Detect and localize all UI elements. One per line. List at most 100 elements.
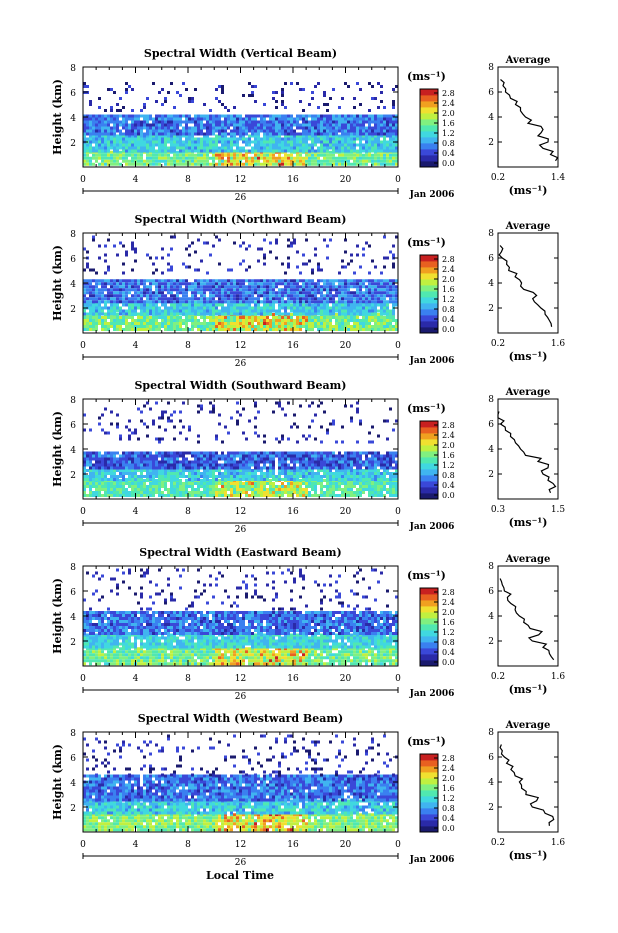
- heatmap-cell: [362, 130, 365, 133]
- heatmap-cell: [278, 147, 281, 150]
- heatmap-cell: [146, 485, 149, 488]
- heatmap-cell: [92, 121, 95, 124]
- heatmap-cell: [272, 154, 275, 157]
- heatmap-cell: [224, 472, 227, 475]
- heatmap-cell: [326, 282, 329, 285]
- heatmap-cell: [134, 322, 137, 325]
- heatmap-cell: [254, 307, 257, 310]
- heatmap-cell: [386, 150, 389, 153]
- heatmap-cell: [272, 297, 275, 300]
- heatmap-cell: [116, 138, 119, 141]
- heatmap-cell: [254, 130, 257, 133]
- heatmap-cell: [314, 485, 317, 488]
- heatmap-cell: [143, 491, 146, 494]
- heatmap-cell: [269, 319, 272, 322]
- heatmap-cell: [86, 160, 89, 163]
- heatmap-cell: [113, 130, 116, 133]
- heatmap-cell: [329, 300, 332, 303]
- heatmap-cell: [92, 482, 95, 485]
- heatmap-cell: [179, 133, 182, 136]
- heatmap-cell: [188, 157, 191, 160]
- heatmap-cell: [293, 319, 296, 322]
- heatmap-cell: [299, 272, 302, 275]
- heatmap-cell: [326, 144, 329, 147]
- heatmap-cell: [170, 485, 173, 488]
- heatmap-cell: [338, 294, 341, 297]
- heatmap-cell: [365, 144, 368, 147]
- heatmap-cell: [314, 322, 317, 325]
- heatmap-cell: [125, 121, 128, 124]
- heatmap-cell: [95, 144, 98, 147]
- heatmap-cell: [206, 488, 209, 491]
- heatmap-cell: [197, 491, 200, 494]
- heatmap-cell: [233, 322, 236, 325]
- heatmap-cell: [377, 130, 380, 133]
- heatmap-cell: [284, 488, 287, 491]
- heatmap-cell: [122, 141, 125, 144]
- heatmap-cell: [98, 291, 101, 294]
- heatmap-cell: [164, 288, 167, 291]
- heatmap-cell: [236, 482, 239, 485]
- heatmap-cell: [356, 297, 359, 300]
- heatmap-cell: [299, 138, 302, 141]
- heatmap-cell: [170, 475, 173, 478]
- heatmap-cell: [275, 322, 278, 325]
- heatmap-cell: [92, 300, 95, 303]
- heatmap-cell: [86, 297, 89, 300]
- heatmap-cell: [299, 88, 302, 91]
- heatmap-cell: [179, 121, 182, 124]
- heatmap-cell: [371, 482, 374, 485]
- heatmap-cell: [293, 291, 296, 294]
- heatmap-cell: [260, 294, 263, 297]
- heatmap-cell: [191, 325, 194, 328]
- heatmap-cell: [332, 482, 335, 485]
- heatmap-cell: [353, 316, 356, 319]
- heatmap-cell: [329, 488, 332, 491]
- heatmap-cell: [287, 154, 290, 157]
- heatmap-cell: [167, 150, 170, 153]
- heatmap-cell: [347, 485, 350, 488]
- heatmap-cell: [380, 127, 383, 130]
- heatmap-cell: [122, 118, 125, 121]
- heatmap-cell: [371, 130, 374, 133]
- heatmap-cell: [224, 130, 227, 133]
- heatmap-cell: [302, 118, 305, 121]
- heatmap-cell: [305, 482, 308, 485]
- heatmap-cell: [314, 138, 317, 141]
- heatmap-cell: [296, 121, 299, 124]
- heatmap-cell: [92, 279, 95, 282]
- heatmap-cell: [143, 328, 146, 331]
- heatmap-cell: [245, 491, 248, 494]
- heatmap-cell: [152, 472, 155, 475]
- heatmap-cell: [146, 133, 149, 136]
- heatmap-cell: [179, 494, 182, 497]
- heatmap-cell: [251, 488, 254, 491]
- heatmap-cell: [263, 285, 266, 288]
- heatmap-cell: [137, 488, 140, 491]
- heatmap-cell: [254, 319, 257, 322]
- heatmap-cell: [263, 328, 266, 331]
- heatmap-cell: [191, 154, 194, 157]
- heatmap-cell: [107, 157, 110, 160]
- heatmap-cell: [143, 482, 146, 485]
- heatmap-cell: [152, 263, 155, 266]
- heatmap-cell: [212, 288, 215, 291]
- heatmap-cell: [350, 144, 353, 147]
- colorbar-segment: [420, 89, 438, 95]
- heatmap-cell: [254, 133, 257, 136]
- heatmap-cell: [239, 291, 242, 294]
- heatmap-cell: [179, 307, 182, 310]
- heatmap-cell: [269, 154, 272, 157]
- heatmap-cell: [119, 97, 122, 100]
- heatmap-cell: [383, 157, 386, 160]
- heatmap-cell: [335, 494, 338, 497]
- heatmap-cell: [197, 291, 200, 294]
- heatmap-cell: [365, 488, 368, 491]
- heatmap-cell: [92, 141, 95, 144]
- heatmap-cell: [371, 282, 374, 285]
- heatmap-cell: [251, 300, 254, 303]
- heatmap-cell: [104, 294, 107, 297]
- heatmap-cell: [347, 138, 350, 141]
- heatmap-cell: [98, 138, 101, 141]
- heatmap-cell: [110, 310, 113, 313]
